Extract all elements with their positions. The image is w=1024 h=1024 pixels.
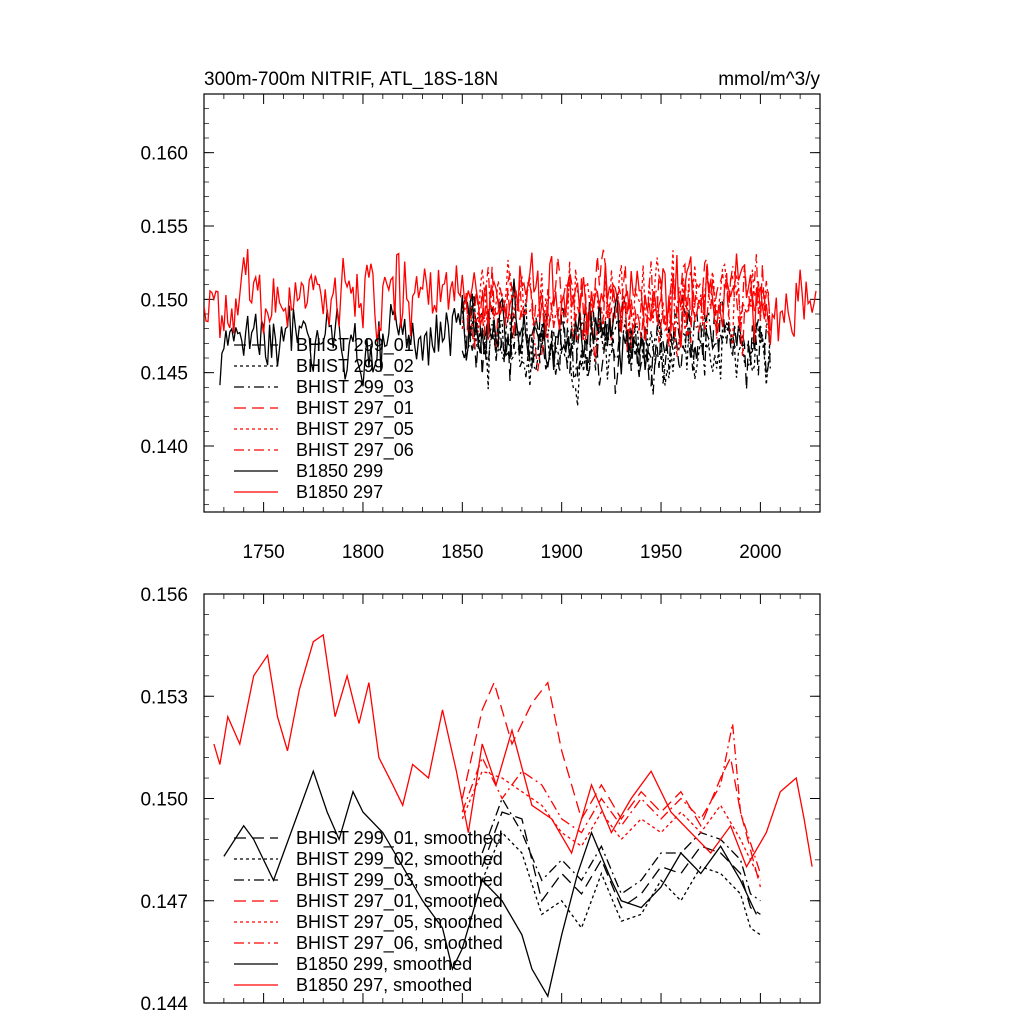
y-tick-label: 0.153 bbox=[140, 687, 188, 708]
series-line bbox=[461, 295, 771, 406]
x-tick-label: 2000 bbox=[739, 542, 781, 563]
top-panel: 1750 1800 1850 1900 1950 2000 0.140 0.145 0.150 0… bbox=[140, 93, 821, 563]
series-line bbox=[481, 796, 761, 902]
y-tick-label: 0.156 bbox=[140, 585, 188, 606]
legend-label: B1850 297, smoothed bbox=[296, 975, 472, 995]
series-line bbox=[461, 723, 762, 874]
legend-label: B1850 299, smoothed bbox=[296, 954, 472, 974]
legend-label: BHIST 297_06 bbox=[296, 440, 414, 461]
x-tick-label: 1850 bbox=[441, 542, 483, 563]
x-tick-label: 1950 bbox=[640, 542, 682, 563]
series-line bbox=[213, 633, 813, 869]
legend-label: B1850 297 bbox=[296, 482, 383, 502]
series-line bbox=[481, 811, 761, 915]
y-tick-label: 0.145 bbox=[140, 364, 188, 385]
legend-label: BHIST 297_06, smoothed bbox=[296, 933, 503, 954]
series-line bbox=[223, 769, 757, 998]
legend-label: BHIST 297_01, smoothed bbox=[296, 891, 503, 912]
bottom-panel: 0.144 0.147 0.150 0.153 0.156 BHIST 299_01, s… bbox=[140, 585, 821, 1015]
y-tick-label: 0.160 bbox=[140, 144, 188, 165]
y-tick-label: 0.150 bbox=[140, 790, 188, 811]
series-line bbox=[204, 248, 817, 347]
y-tick-label: 0.150 bbox=[140, 290, 188, 311]
series-line bbox=[461, 298, 771, 394]
legend-label: BHIST 297_01 bbox=[296, 398, 414, 419]
legend-label: BHIST 299_03 bbox=[296, 377, 414, 398]
y-tick-label: 0.155 bbox=[140, 217, 188, 238]
top-title: 300m-700m NITRIF, ATL_18S-18N bbox=[204, 69, 498, 90]
legend-label: BHIST 297_05, smoothed bbox=[296, 912, 503, 933]
legend-label: BHIST 299_02, smoothed bbox=[296, 849, 503, 870]
series-line bbox=[481, 831, 761, 936]
x-tick-label: 1800 bbox=[342, 542, 384, 563]
legend-label: BHIST 299_03, smoothed bbox=[296, 870, 503, 891]
x-tick-label: 1900 bbox=[541, 542, 583, 563]
legend-label: BHIST 299_02 bbox=[296, 356, 414, 377]
y-tick-label: 0.147 bbox=[140, 892, 188, 913]
series-line bbox=[461, 254, 771, 372]
legend-label: BHIST 299_01 bbox=[296, 335, 414, 356]
legend-label: BHIST 299_01, smoothed bbox=[296, 828, 503, 849]
series-line bbox=[461, 680, 762, 888]
series-line bbox=[461, 250, 771, 357]
legend-label: B1850 299 bbox=[296, 461, 383, 481]
y-tick-label: 0.144 bbox=[140, 994, 188, 1015]
top-units: mmol/m^3/y bbox=[718, 69, 820, 90]
plot-frame bbox=[203, 93, 821, 513]
y-tick-label: 0.140 bbox=[140, 437, 188, 458]
legend-label: BHIST 297_05 bbox=[296, 419, 414, 440]
series-line bbox=[219, 278, 652, 387]
x-tick-label: 1750 bbox=[242, 542, 284, 563]
